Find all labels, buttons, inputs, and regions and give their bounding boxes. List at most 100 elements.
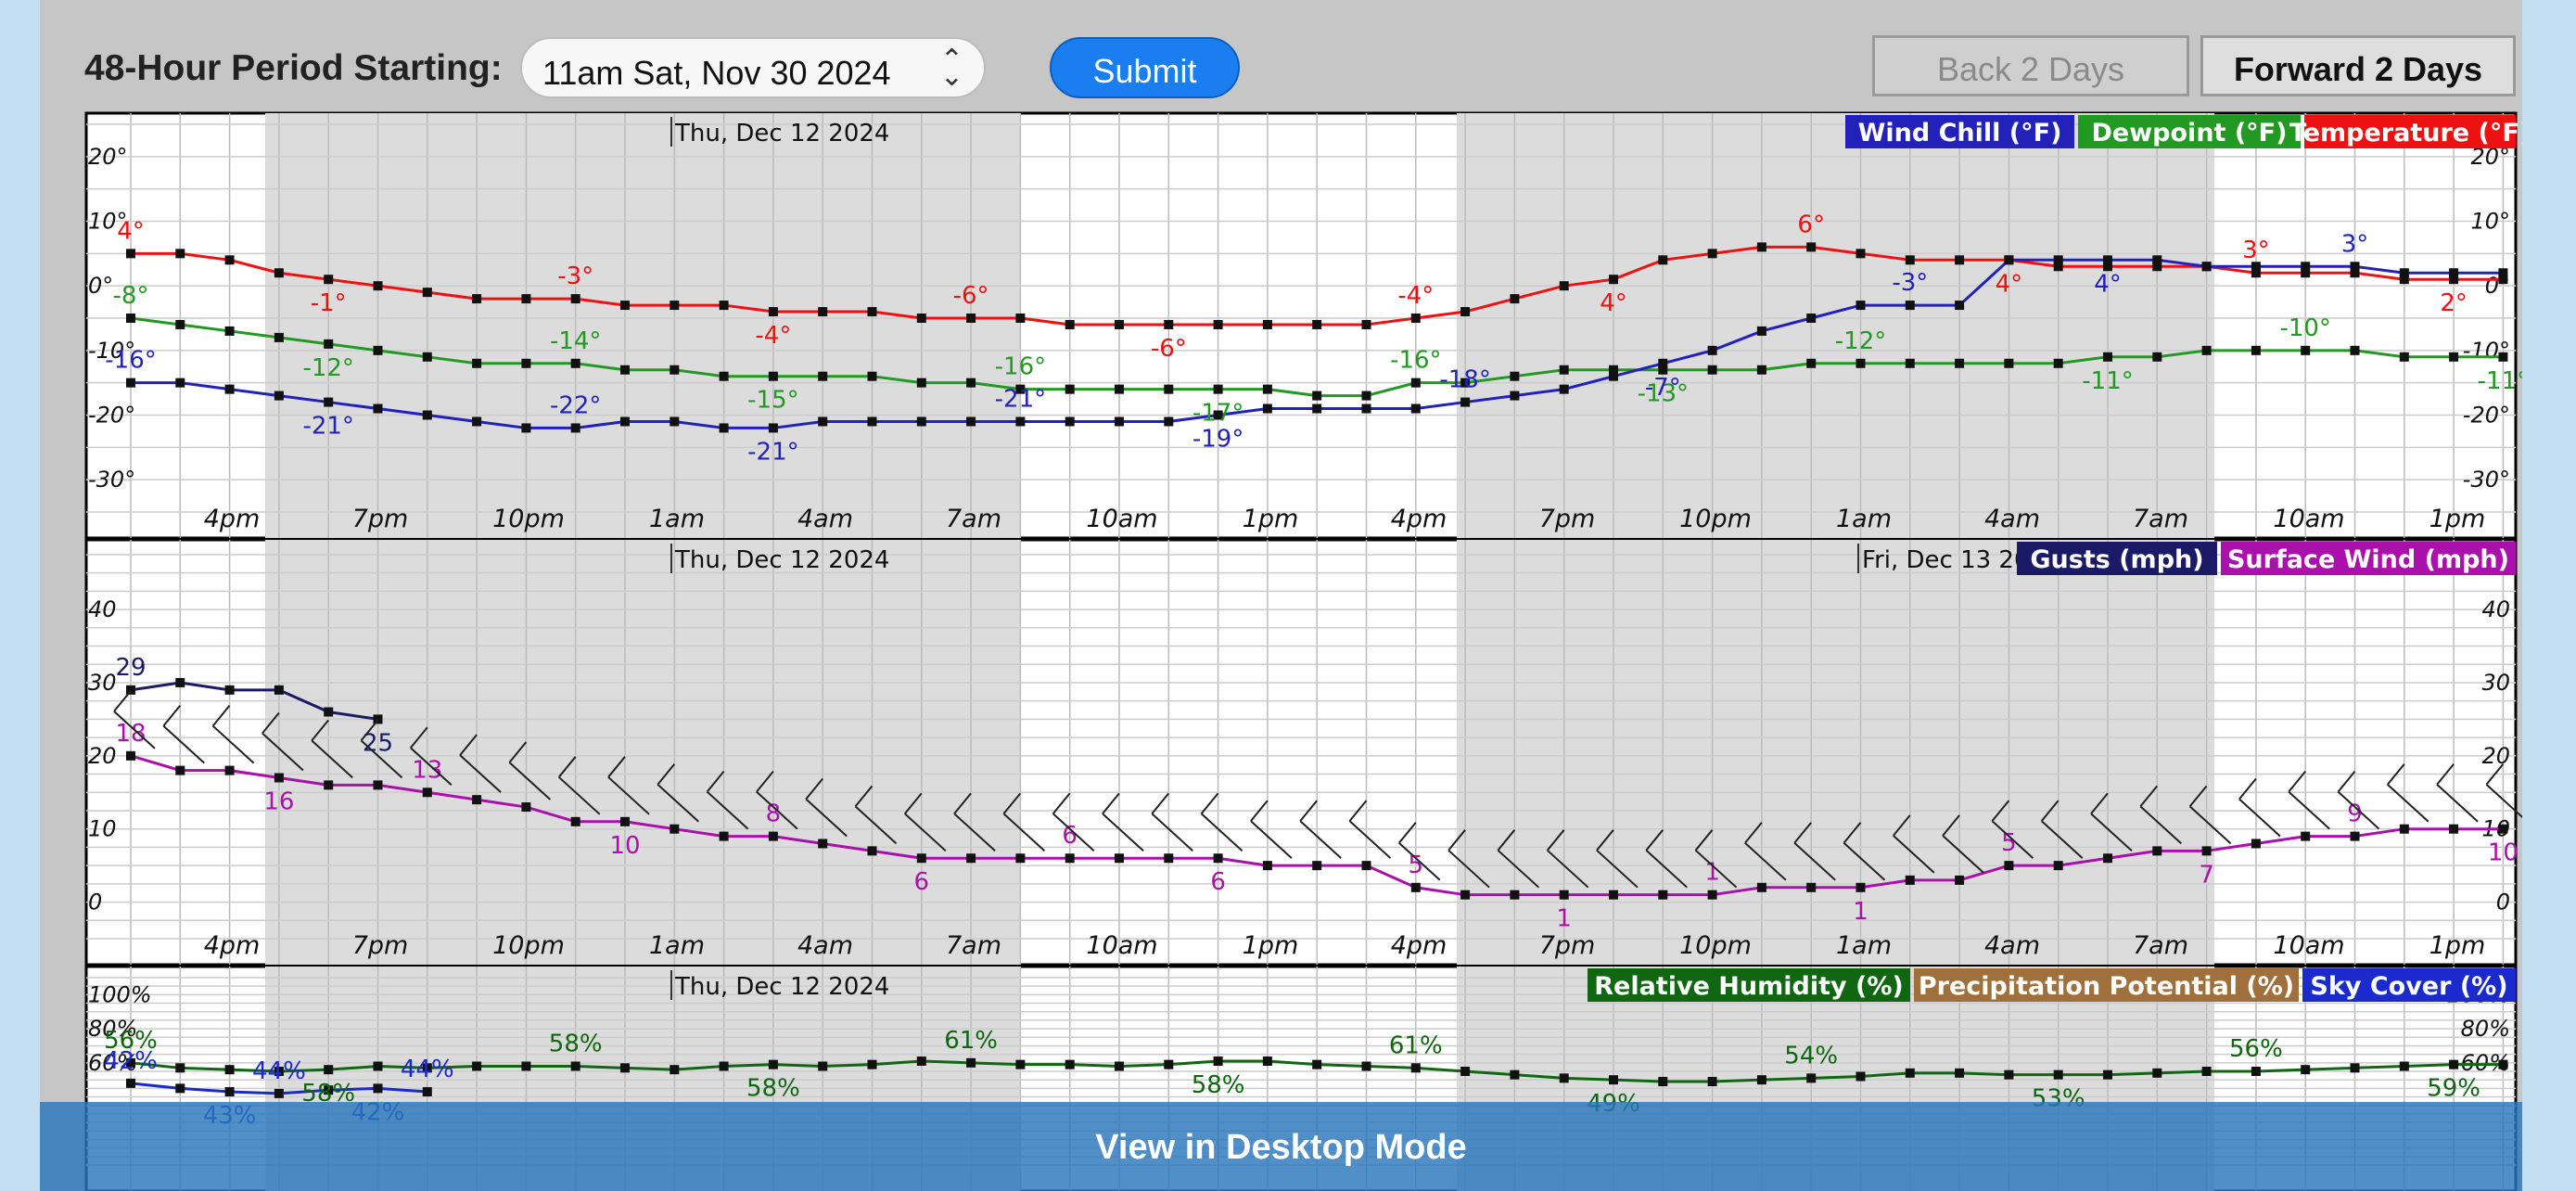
wind-barb <box>657 763 676 786</box>
data-label: 1 <box>1704 859 1720 887</box>
wind-barb <box>113 690 132 712</box>
wind-barb <box>2238 777 2257 800</box>
x-tick-label: 4pm <box>1391 505 1447 533</box>
wind-barb <box>1052 813 1095 852</box>
data-point <box>2350 1063 2360 1073</box>
data-point <box>966 314 976 323</box>
wind-barb <box>2436 763 2455 786</box>
data-point <box>1164 384 1174 394</box>
data-point <box>1065 384 1075 394</box>
desktop-mode-banner[interactable]: View in Desktop Mode <box>40 1102 2522 1191</box>
data-point <box>126 1057 135 1068</box>
x-tick-label: 1am <box>1836 931 1892 960</box>
y-tick-label: 80% <box>2461 1016 2510 1042</box>
data-point <box>324 1065 334 1075</box>
data-label: 3° <box>2341 230 2369 258</box>
data-point <box>1015 853 1026 864</box>
data-label: 6 <box>914 868 930 896</box>
wind-barb <box>1793 822 1812 844</box>
wind-barb <box>657 783 699 823</box>
data-point <box>570 423 580 433</box>
data-point <box>818 307 828 317</box>
data-label: 54% <box>1784 1042 1838 1069</box>
data-point <box>472 795 482 805</box>
x-tick-label: 1pm <box>2429 505 2486 533</box>
x-tick-label: 4am <box>1984 931 2040 960</box>
data-point <box>620 416 630 427</box>
data-label: 59% <box>2427 1075 2480 1103</box>
legend-swatch <box>2302 968 2516 1002</box>
data-point <box>1658 358 1668 368</box>
data-point <box>422 788 432 798</box>
data-point <box>224 326 235 336</box>
wind-barb <box>1200 792 1219 814</box>
wind-barb <box>1893 835 1935 874</box>
data-point <box>373 1061 383 1071</box>
x-tick-label: 4am <box>1984 505 2040 533</box>
period-select-value: 11am Sat, Nov 30 2024 <box>542 54 891 92</box>
data-label: 61% <box>944 1027 998 1055</box>
data-point <box>2103 262 2112 272</box>
data-point <box>2152 262 2162 272</box>
data-point <box>768 1059 778 1069</box>
data-point <box>2301 1065 2311 1075</box>
y-tick-label: 40 <box>2481 596 2510 622</box>
data-point <box>867 846 877 856</box>
series-line <box>130 681 378 721</box>
wind-barb <box>1447 849 1490 889</box>
date-label: Thu, Dec 12 2024 <box>674 546 889 574</box>
period-select[interactable]: 11am Sat, Nov 30 2024 ⌃ ⌄ <box>520 37 986 98</box>
data-point <box>1905 875 1915 885</box>
panel-temps: 20° 20°10° 10°0° 0°-10° -10°-20° -20°-30° -30°… <box>84 111 2522 540</box>
data-point <box>2399 275 2409 285</box>
data-point <box>472 416 482 427</box>
wind-barb <box>508 762 552 800</box>
data-point <box>1065 319 1075 329</box>
data-point <box>324 1085 334 1095</box>
wind-barb <box>410 726 428 749</box>
data-point <box>1707 890 1717 900</box>
x-tick-label: 10pm <box>492 505 565 533</box>
wind-barb <box>162 724 205 764</box>
data-point <box>1955 255 1965 265</box>
submit-button[interactable]: Submit <box>1050 37 1240 98</box>
data-point <box>916 378 926 388</box>
data-label: 7 <box>2199 861 2214 889</box>
wind-barb <box>2337 790 2380 830</box>
x-tick-label: 1am <box>1836 505 1892 533</box>
data-point <box>521 358 531 368</box>
data-label: -11° <box>2478 367 2522 395</box>
data-point <box>570 816 580 826</box>
data-point <box>2201 846 2212 856</box>
data-point <box>1756 326 1766 336</box>
data-label: 56% <box>104 1027 158 1055</box>
data-label: 6 <box>1210 868 1226 896</box>
wind-barb <box>953 813 996 852</box>
data-point <box>570 358 580 368</box>
data-label: 16 <box>263 788 294 815</box>
data-point <box>1312 1059 1322 1069</box>
forecast-charts: 20° 20°10° 10°0° 0°-10° -10°-20° -20°-30° -30°… <box>84 111 2522 1191</box>
data-point <box>1806 358 1817 368</box>
data-label: 61% <box>1389 1031 1443 1059</box>
data-point <box>719 831 729 841</box>
data-point <box>373 780 383 790</box>
page: 48-Hour Period Starting: 11am Sat, Nov 3… <box>40 0 2522 1191</box>
data-label: 1 <box>1556 905 1572 933</box>
data-point <box>2251 262 2261 272</box>
data-point <box>2004 255 2014 265</box>
data-label: -18° <box>1439 366 1490 394</box>
data-point <box>1510 1069 1520 1080</box>
data-point <box>1361 319 1371 329</box>
data-point <box>472 358 482 368</box>
forward-2-days-button[interactable]: Forward 2 Days <box>2200 35 2516 96</box>
data-point <box>1015 384 1026 394</box>
data-point <box>472 294 482 304</box>
data-point <box>2498 1059 2508 1069</box>
data-point <box>324 780 334 790</box>
data-point <box>1213 319 1223 329</box>
back-2-days-button[interactable]: Back 2 Days <box>1872 35 2189 96</box>
wind-barb <box>1546 829 1565 852</box>
data-label: 3° <box>2242 237 2270 264</box>
data-label: 6° <box>1797 211 1825 238</box>
